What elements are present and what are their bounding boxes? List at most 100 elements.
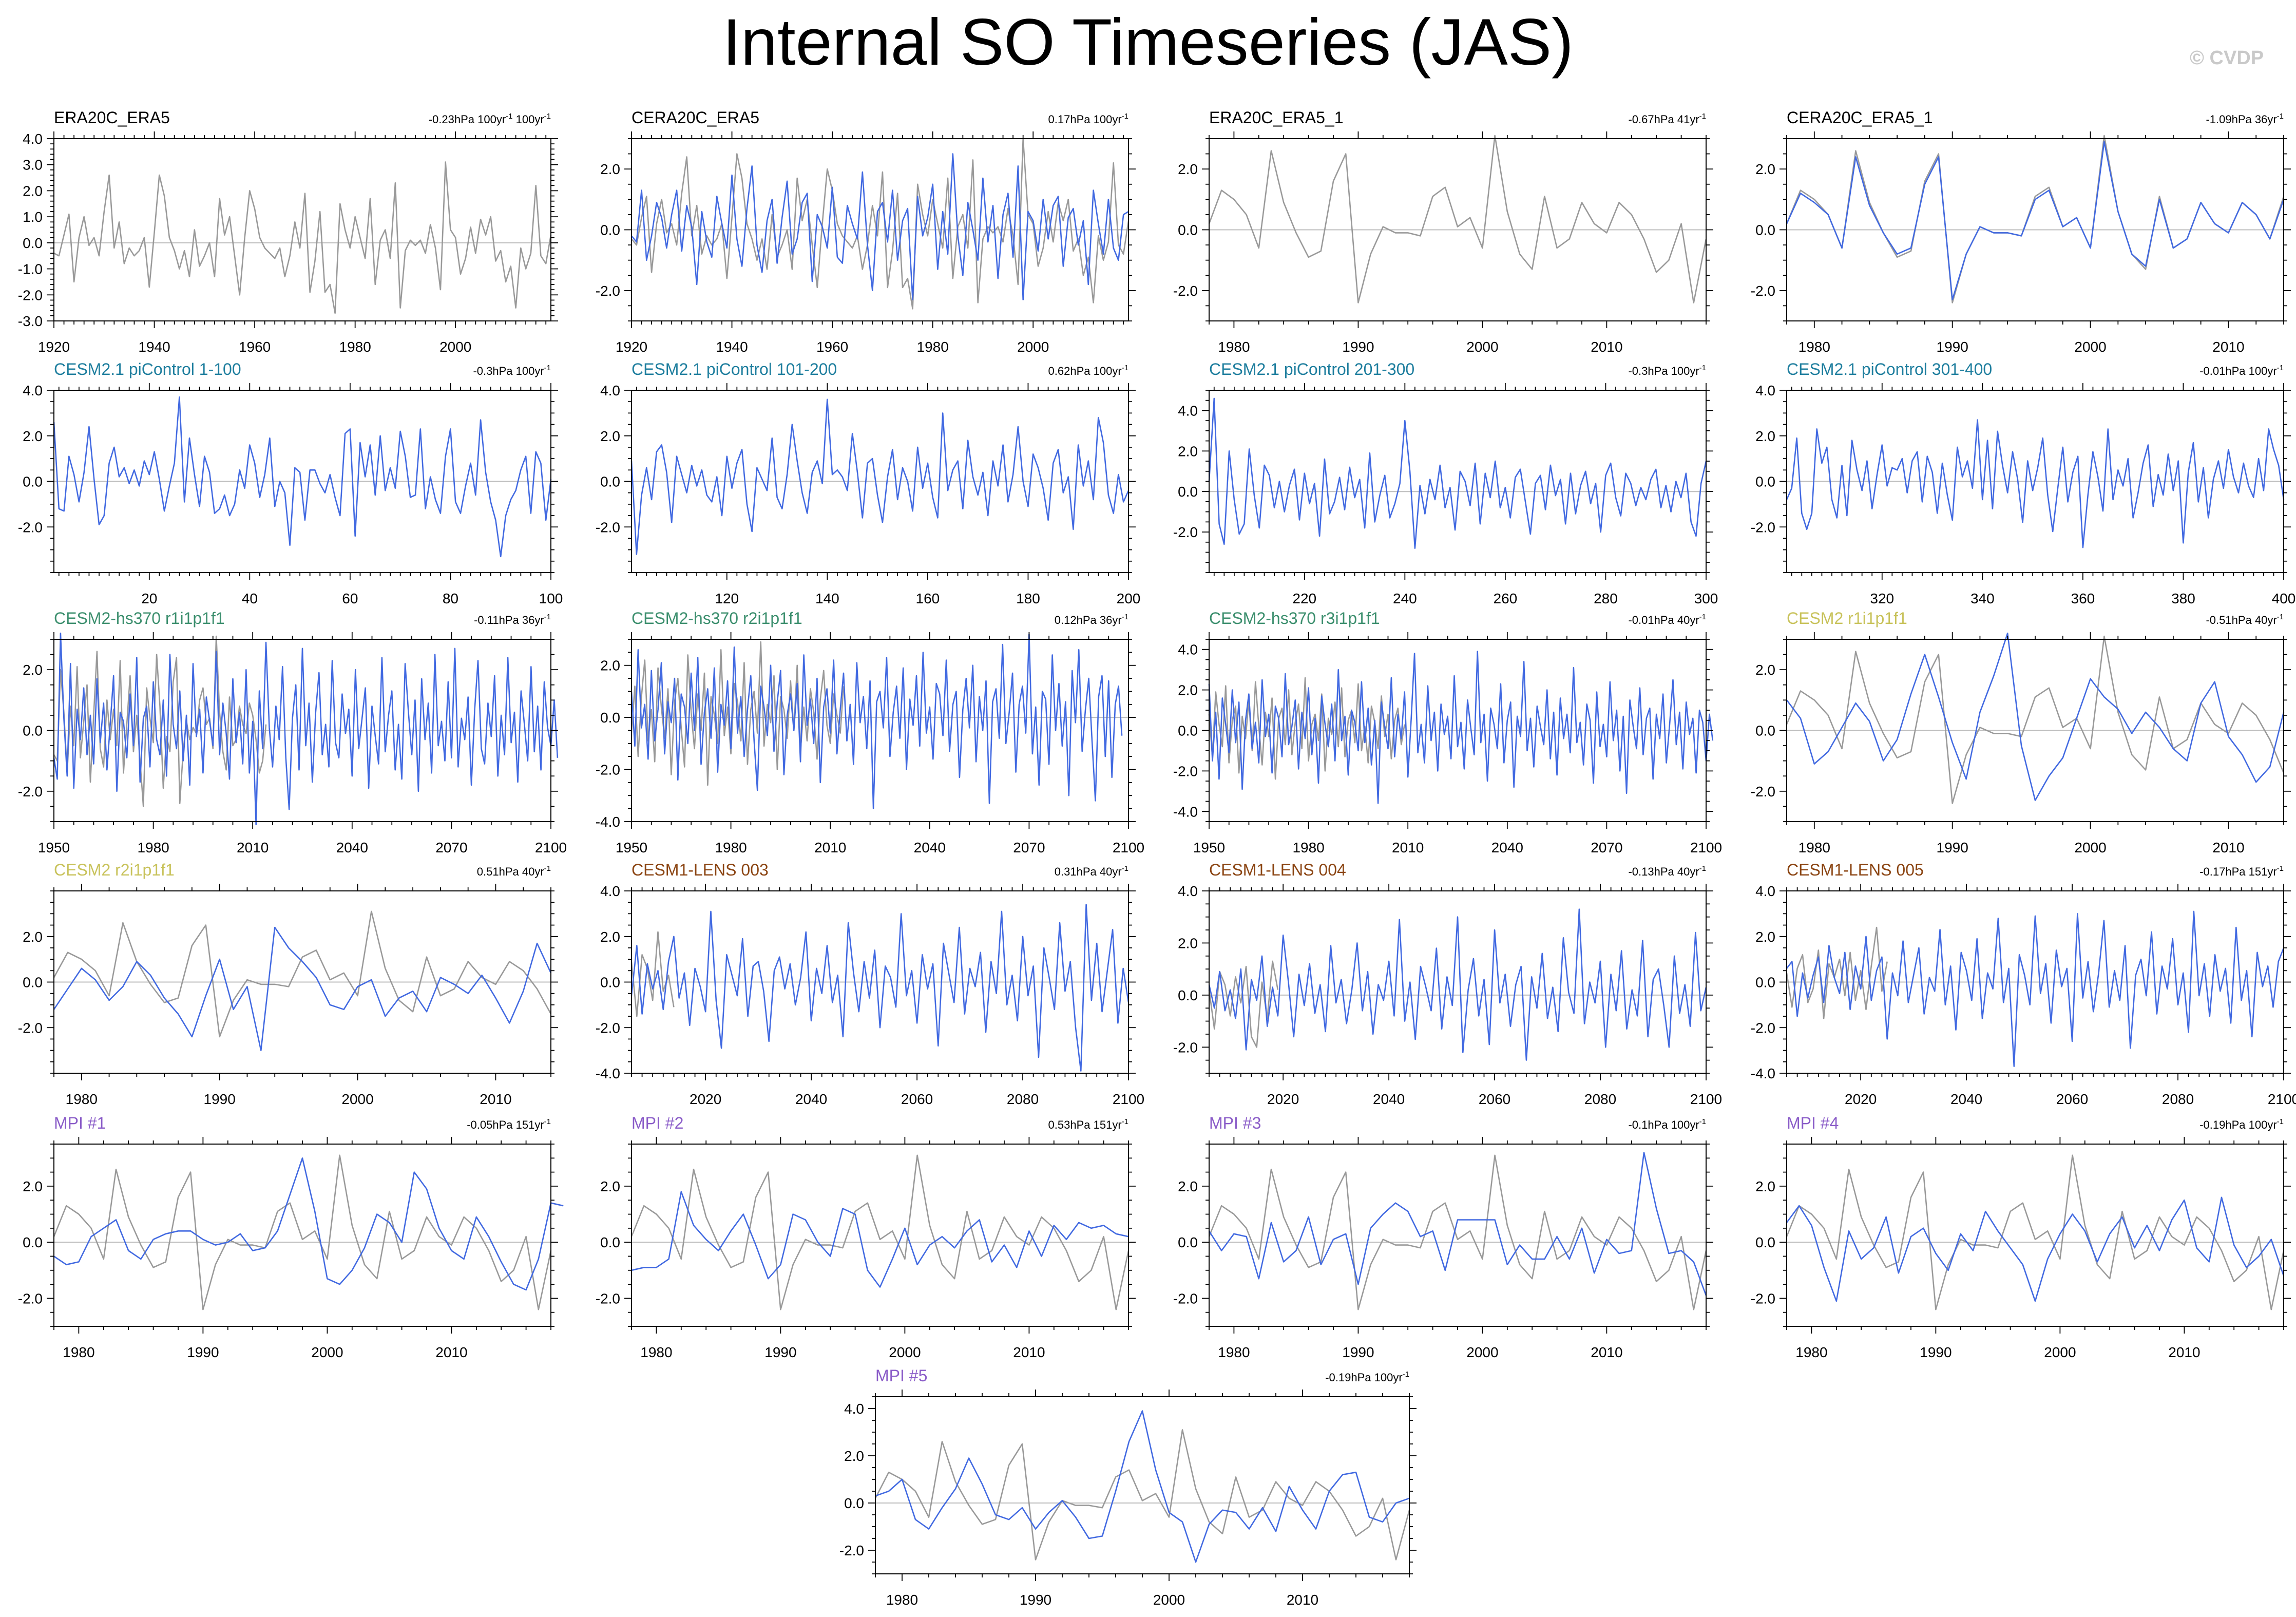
x-tick-label: 2000 <box>2074 840 2106 855</box>
x-tick-label: 2040 <box>1373 1091 1405 1107</box>
y-tick-label: -2.0 <box>1751 519 1775 535</box>
x-tick-label: 2080 <box>2162 1091 2194 1107</box>
y-tick-label: 2.0 <box>1178 682 1198 698</box>
plot-frame <box>53 138 551 321</box>
y-tick-label: 2.0 <box>23 929 43 945</box>
reference-series-line <box>1786 1154 2285 1310</box>
y-tick-label: 4.0 <box>23 131 43 147</box>
y-tick-label: 0.0 <box>23 474 43 490</box>
y-tick-label: 2.0 <box>1755 428 1775 444</box>
x-tick-label: 2020 <box>690 1091 721 1107</box>
x-tick-label: 40 <box>242 591 258 606</box>
y-tick-label: 0.0 <box>23 975 43 991</box>
panel-title: CESM2 r2i1p1f1 <box>54 861 175 879</box>
chart-panel: -4.0 -2.0 0.0 2.0 4.0 2020 2040 2060 2080 2100 CES… <box>1751 861 2296 1107</box>
chart-panel: -4.0 -2.0 0.0 2.0 4.0 1950 1980 2010 2040 2070 210… <box>1173 609 1722 855</box>
chart-panel: -2.0 0.0 2.0 1980 1990 2000 2010 MPI #2 0.53hPa … <box>596 1114 1136 1360</box>
y-tick-label: 4.0 <box>1178 403 1198 418</box>
y-tick-label: 0.0 <box>600 1234 620 1250</box>
reference-series-line <box>1786 135 2285 303</box>
x-tick-label: 140 <box>815 591 839 606</box>
trend-annotation: -0.01hPa 100yr-1 <box>2199 364 2284 377</box>
x-tick-label: 2080 <box>1007 1091 1039 1107</box>
chart-panel: -2.0 0.0 2.0 1980 1990 2000 2010 CESM2 r2i1p1f1… <box>18 861 558 1107</box>
x-tick-label: 2040 <box>336 840 368 855</box>
x-tick-label: 1980 <box>66 1091 98 1107</box>
x-tick-label: 2070 <box>1591 840 1622 855</box>
y-tick-label: -4.0 <box>596 1066 620 1081</box>
x-tick-label: 1980 <box>715 840 747 855</box>
reference-series-line <box>53 635 267 807</box>
x-tick-label: 1990 <box>204 1091 236 1107</box>
y-tick-label: 0.0 <box>1755 222 1775 238</box>
chart-panel: -2.0 0.0 2.0 4.0 2020 2040 2060 2080 2100 CESM1-L… <box>1173 861 1722 1107</box>
panel-title: ERA20C_ERA5_1 <box>1209 108 1343 127</box>
y-tick-label: -2.0 <box>18 1020 43 1036</box>
y-tick-label: 0.0 <box>1178 723 1198 739</box>
x-tick-label: 1980 <box>886 1592 918 1608</box>
x-tick-label: 2000 <box>2044 1344 2076 1360</box>
simulation-series-line <box>1786 1196 2285 1302</box>
x-tick-label: 2000 <box>1466 339 1498 355</box>
y-tick-label: 2.0 <box>1178 161 1198 177</box>
y-tick-label: -2.0 <box>18 519 43 535</box>
x-tick-label: 1920 <box>38 339 70 355</box>
simulation-series-line <box>1208 1152 1707 1296</box>
trend-annotation: 0.51hPa 40yr-1 <box>477 864 551 878</box>
x-tick-label: 240 <box>1393 591 1417 606</box>
x-tick-label: 2010 <box>435 1344 467 1360</box>
x-tick-label: 260 <box>1494 591 1518 606</box>
plot-frame <box>1209 1144 1707 1327</box>
x-tick-label: 2000 <box>1466 1344 1498 1360</box>
trend-annotation: -0.01hPa 40yr-1 <box>1628 613 1706 626</box>
chart-panel: -2.0 0.0 2.0 1920 1940 1960 1980 2000 CERA20C_ER… <box>596 108 1136 355</box>
x-tick-label: 2000 <box>1017 339 1049 355</box>
panel-title: CESM2-hs370 r2i1p1f1 <box>632 609 802 627</box>
x-tick-label: 2010 <box>1591 1344 1622 1360</box>
y-tick-label: 2.0 <box>1178 1178 1198 1194</box>
simulation-series-line <box>53 632 559 826</box>
chart-panel: -4.0 -2.0 0.0 2.0 4.0 2020 2040 2060 2080 2100 CES… <box>596 861 1144 1107</box>
chart-panel: -2.0 0.0 2.0 1980 1990 2000 2010 CERA20C_ERA5_1… <box>1751 108 2291 355</box>
x-tick-label: 80 <box>443 591 458 606</box>
x-tick-label: 2060 <box>2056 1091 2088 1107</box>
chart-panel: -2.0 0.0 2.0 1980 1990 2000 2010 MPI #4 -0.19hPa… <box>1751 1114 2291 1360</box>
plot-frame <box>53 1144 551 1327</box>
x-tick-label: 200 <box>1117 591 1141 606</box>
plot-frame <box>631 1144 1129 1327</box>
y-tick-label: 4.0 <box>600 383 620 398</box>
x-tick-label: 2100 <box>1113 1091 1144 1107</box>
trend-annotation: -0.11hPa 36yr-1 <box>474 613 551 626</box>
x-tick-label: 2010 <box>480 1091 511 1107</box>
y-tick-label: -4.0 <box>1751 1066 1775 1081</box>
x-tick-label: 2000 <box>439 339 471 355</box>
panel-title: MPI #3 <box>1209 1114 1261 1132</box>
x-tick-label: 1980 <box>917 339 949 355</box>
x-tick-label: 1980 <box>1292 840 1324 855</box>
y-tick-label: -2.0 <box>596 283 620 299</box>
panel-title: CESM2.1 piControl 301-400 <box>1787 360 1992 378</box>
y-tick-label: 4.0 <box>1178 883 1198 899</box>
y-tick-label: -4.0 <box>596 814 620 830</box>
y-tick-label: 4.0 <box>1755 883 1775 899</box>
trend-annotation: 0.53hPa 151yr-1 <box>1048 1117 1128 1131</box>
x-tick-label: 1990 <box>1020 1592 1051 1608</box>
trend-annotation: 0.62hPa 100yr-1 <box>1048 364 1128 377</box>
x-tick-label: 2100 <box>2268 1091 2296 1107</box>
y-tick-label: 0.0 <box>600 222 620 238</box>
chart-panel: -2.0 0.0 2.0 1980 1990 2000 2010 ERA20C_ERA5_1 -… <box>1173 108 1713 355</box>
y-tick-label: -2.0 <box>18 287 43 303</box>
simulation-series-line <box>630 398 1130 555</box>
x-tick-label: 2040 <box>1950 1091 1982 1107</box>
reference-series-line <box>53 1154 552 1310</box>
reference-series-line <box>53 161 552 314</box>
x-tick-label: 2000 <box>341 1091 373 1107</box>
x-tick-label: 1990 <box>1920 1344 1951 1360</box>
y-tick-label: -2.0 <box>596 762 620 778</box>
y-tick-label: 2.0 <box>600 428 620 444</box>
y-tick-label: -2.0 <box>1173 283 1198 299</box>
y-tick-label: 2.0 <box>1178 935 1198 951</box>
x-tick-label: 160 <box>916 591 940 606</box>
simulation-series-line <box>53 1157 564 1291</box>
